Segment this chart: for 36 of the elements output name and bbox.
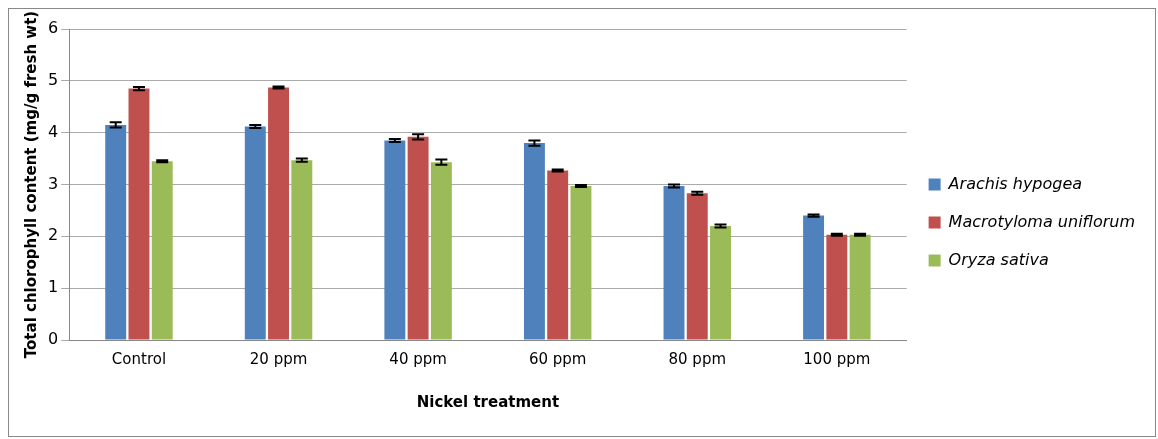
bar bbox=[244, 126, 266, 340]
y-tick-label: 2 bbox=[47, 225, 59, 245]
bar bbox=[268, 87, 290, 340]
bar bbox=[407, 136, 429, 340]
x-axis-title: Nickel treatment bbox=[416, 392, 560, 411]
bar bbox=[384, 140, 406, 340]
y-tick-label: 6 bbox=[47, 18, 59, 38]
bar bbox=[105, 124, 127, 340]
bar bbox=[826, 234, 848, 340]
x-tick-label: 40 ppm bbox=[389, 349, 447, 368]
bar bbox=[523, 143, 545, 340]
bar bbox=[710, 225, 731, 340]
bar bbox=[151, 161, 173, 340]
y-tick-label: 5 bbox=[47, 69, 59, 89]
bar bbox=[128, 88, 150, 340]
x-tick-label: 60 ppm bbox=[528, 349, 587, 368]
bar bbox=[570, 186, 592, 340]
legend-label: Oryza sativa bbox=[948, 249, 1049, 269]
x-tick-label: 80 ppm bbox=[668, 349, 727, 368]
bar bbox=[547, 170, 569, 340]
bar bbox=[686, 193, 708, 340]
x-tick-label: 100 ppm bbox=[803, 349, 871, 368]
bar bbox=[803, 215, 825, 340]
y-tick-label: 1 bbox=[47, 277, 59, 297]
y-tick-label: 3 bbox=[47, 173, 59, 193]
y-tick-label: 4 bbox=[47, 121, 59, 141]
y-tick-label: 0 bbox=[47, 329, 59, 349]
x-tick-label: 20 ppm bbox=[249, 349, 308, 368]
bar bbox=[849, 234, 871, 340]
y-axis-title: Total chlorophyll content (mg/g fresh wt) bbox=[21, 10, 40, 359]
legend-label: Arachis hypogea bbox=[947, 173, 1083, 193]
bar bbox=[663, 186, 685, 340]
bar bbox=[430, 162, 452, 340]
legend-label: Macrotyloma uniflorum bbox=[948, 211, 1136, 231]
x-tick-label: Control bbox=[111, 349, 167, 368]
bar bbox=[291, 160, 313, 340]
